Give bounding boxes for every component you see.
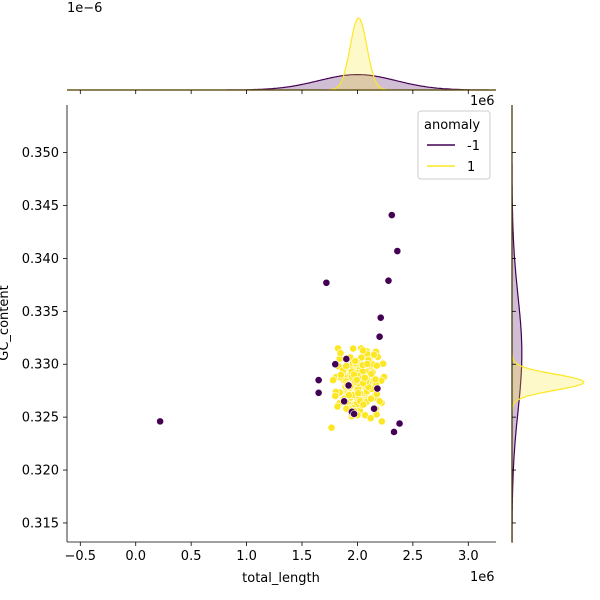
right-marginal-kde [511,105,585,543]
point-anomaly-1 [336,370,345,379]
point-anomaly-1 [366,394,375,403]
y-tick-label: 0.345 [22,199,59,214]
kde-y-1 [511,105,585,542]
x-axis-label: total_length [242,571,320,586]
point-anomaly-1 [377,417,386,426]
y-tick-label: 0.340 [22,252,59,267]
point-anomaly-neg1 [322,278,331,287]
scatter-points [156,211,404,436]
right-marginal-ticks [512,152,516,524]
point-anomaly-neg1 [156,417,165,426]
point-anomaly-1 [363,360,372,368]
y-tick-label: 0.350 [22,146,59,161]
top-marginal-kde [67,17,496,91]
top-marginal-ticks [79,90,469,94]
point-anomaly-1 [371,375,380,384]
point-anomaly-neg1 [373,384,382,393]
point-anomaly-1 [359,346,367,355]
point-anomaly-neg1 [340,397,349,406]
legend-title: anomaly [424,118,480,133]
x-tick-label: 0.0 [125,549,146,564]
point-anomaly-1 [327,423,336,432]
y-tick-label: 0.325 [22,411,59,426]
point-anomaly-1 [349,344,358,353]
point-anomaly-neg1 [387,211,396,219]
point-anomaly-1 [360,373,369,382]
point-anomaly-neg1 [376,313,385,322]
y-tick-label: 0.330 [22,358,59,373]
point-anomaly-neg1 [375,332,384,341]
point-anomaly-1 [342,362,351,370]
point-anomaly-1 [375,397,384,406]
x-tick-label: 1.0 [236,549,257,564]
kde-x--1 [67,74,496,91]
point-anomaly-1 [352,375,361,384]
point-anomaly-1 [333,402,342,411]
legend-label-neg: -1 [467,139,480,154]
point-anomaly-neg1 [370,404,378,413]
point-anomaly-1 [366,414,375,423]
point-anomaly-neg1 [393,247,402,255]
point-anomaly-neg1 [344,381,353,390]
y-axis-ticks: 0.315 0.320 0.325 0.330 0.335 0.340 0.345 0.350 [22,146,67,531]
right-marginal: 1e6 [470,94,585,543]
point-anomaly-neg1 [314,388,323,397]
x-tick-label: 2.5 [403,549,424,564]
x-tick-label: 1.5 [292,549,313,564]
right-offset-text: 1e6 [470,94,495,109]
point-anomaly-neg1 [350,410,359,418]
x-tick-label: 3.0 [458,549,479,564]
point-anomaly-1 [359,400,368,409]
point-anomaly-neg1 [390,428,398,436]
top-offset-text: 1e−6 [67,1,102,16]
x-tick-label: 0.5 [181,549,202,564]
point-anomaly-neg1 [384,276,393,285]
top-marginal: 1e−6 [67,1,496,94]
point-anomaly-1 [329,376,337,385]
point-anomaly-1 [370,350,378,359]
legend: anomaly -1 1 [417,110,491,180]
main-axes: −0.5 0.0 0.5 1.0 1.5 2.0 2.5 3.0 0.315 0.320 0.32… [0,105,496,586]
point-anomaly-1 [354,389,363,398]
x-tick-label: −0.5 [65,549,97,564]
point-anomaly-neg1 [395,419,404,428]
point-anomaly-1 [372,361,381,370]
point-anomaly-1 [331,392,340,400]
kde-x-1 [67,17,496,91]
point-anomaly-neg1 [314,376,323,385]
x-offset-text: 1e6 [470,570,495,585]
point-anomaly-1 [351,357,360,365]
point-anomaly-1 [345,391,353,400]
point-anomaly-1 [336,349,345,357]
legend-label-pos: 1 [467,160,475,175]
y-tick-label: 0.315 [22,516,59,531]
y-tick-label: 0.335 [22,305,59,320]
point-anomaly-1 [367,369,376,378]
x-tick-label: 2.0 [347,549,368,564]
y-axis-label: GC_content [0,285,12,360]
point-anomaly-neg1 [342,355,351,363]
kde-y--1 [511,105,523,543]
point-anomaly-neg1 [331,360,340,369]
x-axis-ticks: −0.5 0.0 0.5 1.0 1.5 2.0 2.5 3.0 [65,542,479,564]
y-tick-label: 0.320 [22,464,59,479]
